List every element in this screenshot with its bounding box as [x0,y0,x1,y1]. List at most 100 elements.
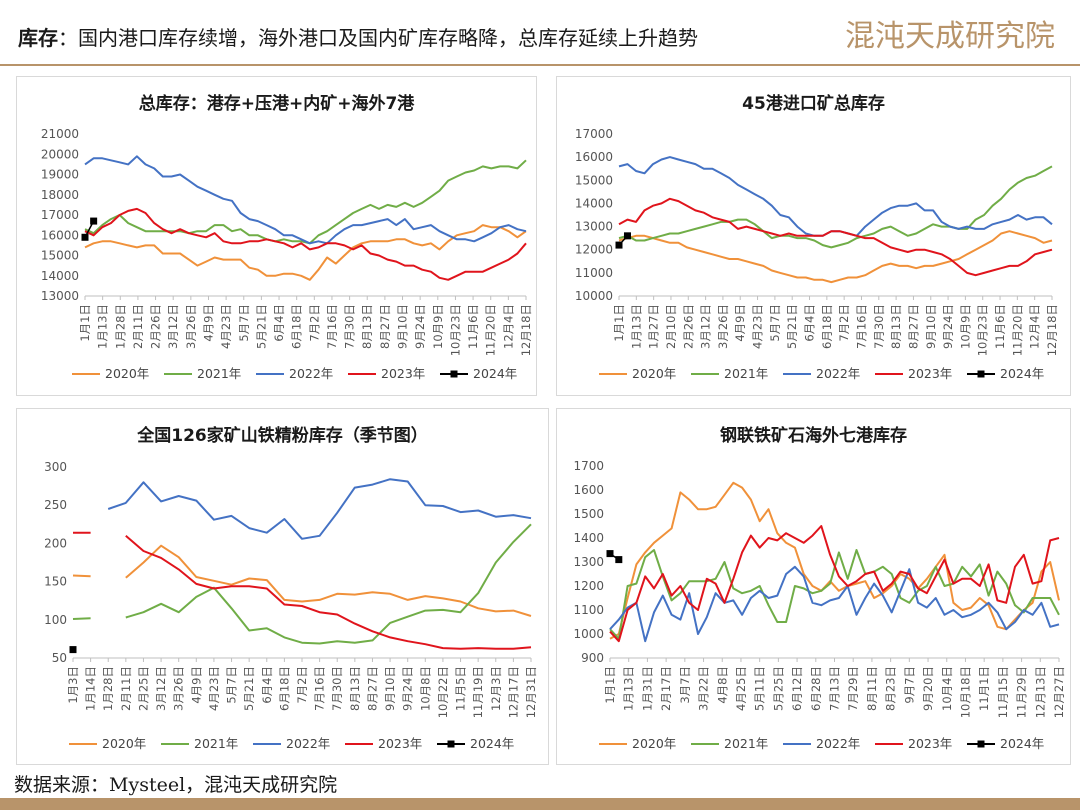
y-tick-label: 300 [44,460,67,474]
y-tick-label: 200 [44,536,67,550]
legend-label: 2024年 [470,736,514,751]
x-tick-label: 1月14日 [84,666,98,711]
x-tick-label: 7月2日 [295,666,309,704]
legend-label: 2023年 [908,366,952,381]
legend-label: 2021年 [197,366,241,381]
y-tick-label: 900 [581,651,604,665]
x-tick-label: 5月21日 [254,304,268,349]
series-point-2024 [81,233,89,241]
logo: 混沌天成研究院 [845,19,1055,54]
x-tick-label: 12月18日 [519,304,533,356]
chart-panel-overseas-7-ports: 钢联铁矿石海外七港库存 900 1000 1100 1200 1300 1400 1500 16… [556,408,1071,765]
legend-label: 2022年 [286,736,330,751]
x-tick-label: 6月18日 [820,304,834,349]
x-tick-label: 12月18日 [1045,304,1059,356]
legend-label: 2022年 [816,736,860,751]
series-line-2023 [84,207,527,281]
x-tick-label: 7月29日 [846,666,860,711]
series-line-2022 [618,156,1053,237]
legend-marker [450,370,458,378]
page-title-prefix: 库存 [18,26,58,50]
chart-overseas-7-ports-inventory: 钢联铁矿石海外七港库存 900 1000 1100 1200 1300 1400 1500 16… [573,425,1066,751]
y-tick-label: 12000 [575,243,613,257]
x-tick-label: 6月4日 [260,666,274,704]
chart-title: 全国126家矿山铁精粉库存（季节图） [136,425,428,446]
x-tick-label: 9月24日 [401,666,415,711]
x-tick-label: 11月20日 [1010,304,1024,356]
x-tick-label: 2月25日 [136,666,150,711]
x-tick-label: 4月9日 [733,304,747,342]
y-tick-label: 20000 [41,147,79,161]
legend-label: 2023年 [381,366,425,381]
page-title-text: ：国内港口库存续增，海外港口及国内矿库存略降，总库存延续上升趋势 [58,26,698,50]
x-tick-label: 12月3日 [489,666,503,711]
x-tick-label: 11月19日 [471,666,485,718]
x-tick-label: 1月3日 [66,666,80,704]
y-tick-label: 18000 [41,188,79,202]
chart-mine-concentrate-inventory: 全国126家矿山铁精粉库存（季节图） 50 100 150 200 250 300 1月3日 1… [44,425,538,751]
x-tick-label: 11月6日 [993,304,1007,349]
x-tick-label: 8月13日 [348,666,362,711]
series-line-2021 [84,159,527,245]
series-line-2020 [618,230,1053,284]
chart-total-inventory: 总库存：港存+压港+内矿+海外7港 13000 14000 15000 16000 170… [41,93,533,381]
x-tick-label: 4月25日 [734,666,748,711]
x-tick-label: 10月22日 [436,666,450,718]
x-tick-label: 8月13日 [360,304,374,349]
chart-title: 总库存：港存+压港+内矿+海外7港 [139,93,416,114]
x-tick-label: 8月27日 [906,304,920,349]
y-tick-label: 1500 [573,507,604,521]
legend-label: 2021年 [724,366,768,381]
x-tick-label: 7月16日 [325,304,339,349]
x-tick-label: 12月27日 [1052,666,1066,718]
x-tick-label: 9月24日 [941,304,955,349]
page-title: 库存：国内港口库存续增，海外港口及国内矿库存略降，总库存延续上升趋势 [18,22,698,51]
x-tick-label: 7月30日 [343,304,357,349]
x-tick-label: 6月18日 [277,666,291,711]
x-tick-label: 3月7日 [678,666,692,704]
x-tick-label: 1月28日 [113,304,127,349]
x-tick-label: 5月11日 [753,666,767,711]
legend-marker [447,740,455,748]
y-tick-label: 15000 [41,249,79,263]
y-tick-label: 16000 [575,150,613,164]
x-tick-label: 10月8日 [418,666,432,711]
x-tick-label: 2月17日 [659,666,673,711]
y-tick-label: 17000 [575,127,613,141]
x-tick-label: 5月21日 [242,666,256,711]
x-tick-label: 1月13日 [622,666,636,711]
x-tick-label: 9月20日 [921,666,935,711]
x-tick-label: 7月16日 [313,666,327,711]
y-tick-label: 14000 [575,196,613,210]
x-tick-label: 7月2日 [307,304,321,342]
x-tick-label: 11月5日 [454,666,468,711]
legend-label: 2020年 [632,736,676,751]
x-tick-label: 1月31日 [640,666,654,711]
x-tick-label: 1月13日 [629,304,643,349]
x-tick-label: 11月20日 [484,304,498,356]
y-tick-label: 13000 [41,289,79,303]
chart-panel-45-ports: 45港进口矿总库存 10000 11000 12000 13000 14000 15000 1… [556,76,1071,396]
header-divider [0,64,1080,66]
legend-label: 2024年 [1000,366,1044,381]
x-tick-label: 8月23日 [884,666,898,711]
x-tick-label: 10月18日 [958,666,972,718]
x-tick-label: 6月4日 [803,304,817,342]
x-tick-label: 8月11日 [865,666,879,711]
x-tick-label: 1月1日 [603,666,617,704]
x-tick-label: 5月21日 [785,304,799,349]
x-tick-label: 11月6日 [466,304,480,349]
x-tick-label: 11月29日 [1015,666,1029,718]
x-tick-label: 5月7日 [768,304,782,342]
series-line-2023 [73,531,532,650]
y-tick-label: 1600 [573,483,604,497]
data-source: 数据来源：Mysteel，混沌天成研究院 [14,774,338,796]
legend-marker [977,740,985,748]
x-tick-label: 1月28日 [101,666,115,711]
y-tick-label: 50 [52,651,67,665]
legend-label: 2021年 [194,736,238,751]
x-tick-label: 4月9日 [189,666,203,704]
x-tick-label: 9月10日 [924,304,938,349]
x-tick-label: 9月7日 [902,666,916,704]
x-tick-label: 4月23日 [219,304,233,349]
